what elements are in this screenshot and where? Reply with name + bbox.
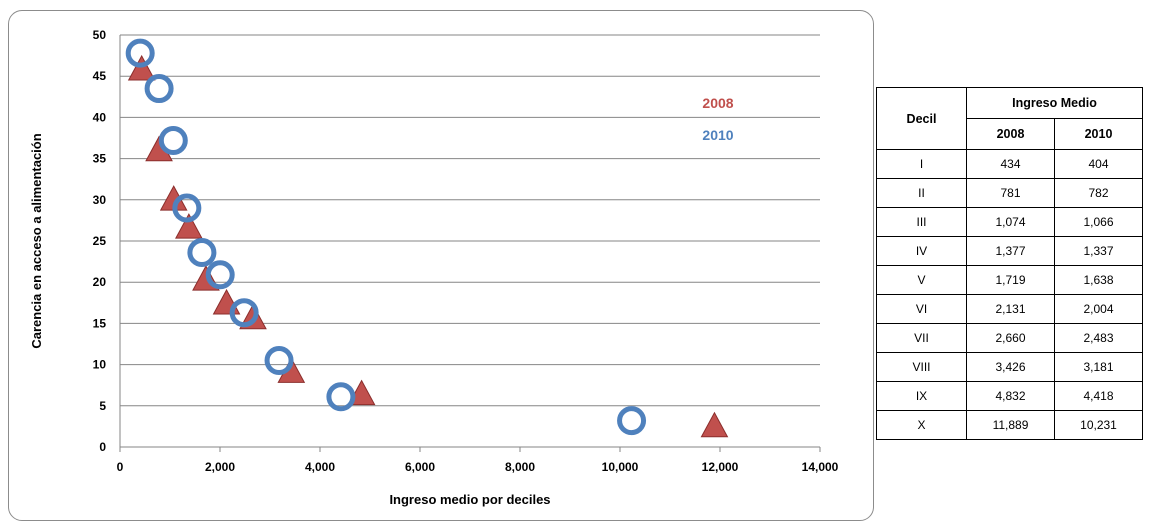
y-tick-label: 35 xyxy=(93,152,107,166)
table-row: IV 1,377 1,337 xyxy=(876,236,1143,266)
x-tick-label: 12,000 xyxy=(702,460,739,474)
decil-cell: III xyxy=(876,207,967,237)
x-tick-label: 8,000 xyxy=(505,460,535,474)
value-2008-cell: 4,832 xyxy=(966,381,1055,411)
data-point-2010 xyxy=(326,382,356,412)
x-tick-label: 4,000 xyxy=(305,460,335,474)
data-point-2010 xyxy=(172,193,202,223)
data-point-2010 xyxy=(158,125,188,155)
data-point-2010 xyxy=(125,38,155,68)
year-header-2008: 2008 xyxy=(966,118,1055,150)
data-point-2008 xyxy=(175,213,203,239)
value-2010-cell: 782 xyxy=(1054,178,1143,208)
data-point-2008 xyxy=(127,54,156,81)
y-tick-label: 20 xyxy=(93,275,107,289)
legend-label-2008: 2008 xyxy=(702,95,733,111)
y-tick-label: 15 xyxy=(93,316,107,330)
value-2010-cell: 3,181 xyxy=(1054,352,1143,382)
decil-cell: V xyxy=(876,265,967,295)
data-point-2008 xyxy=(700,411,729,438)
legend-label-2010: 2010 xyxy=(702,127,733,143)
value-2008-cell: 2,660 xyxy=(966,323,1055,353)
value-2010-cell: 10,231 xyxy=(1054,410,1143,440)
x-tick-label: 6,000 xyxy=(405,460,435,474)
x-tick-label: 2,000 xyxy=(205,460,235,474)
value-2010-cell: 2,004 xyxy=(1054,294,1143,324)
value-2008-cell: 434 xyxy=(966,149,1055,179)
scatter-chart: 0 5 10 15 20 25 30 35 40 45 50 0 2,000 4,000 6,000 8,00… xyxy=(29,28,839,507)
value-2008-cell: 1,377 xyxy=(966,236,1055,266)
year-header-2010: 2010 xyxy=(1054,118,1143,150)
value-2010-cell: 2,483 xyxy=(1054,323,1143,353)
decil-cell: IX xyxy=(876,381,967,411)
value-2008-cell: 1,074 xyxy=(966,207,1055,237)
y-tick-label: 30 xyxy=(93,193,107,207)
table-row: VII 2,660 2,483 xyxy=(876,323,1143,353)
value-2010-cell: 1,638 xyxy=(1054,265,1143,295)
value-2010-cell: 404 xyxy=(1054,149,1143,179)
table-body: I 434 404 II 781 782 III 1,074 1,066 IV 1,377 1,337… xyxy=(876,149,1143,440)
value-2008-cell: 11,889 xyxy=(966,410,1055,440)
data-point-2010 xyxy=(229,298,259,328)
chart-frame xyxy=(8,10,874,521)
data-point-2010 xyxy=(264,345,294,375)
table-row: IX 4,832 4,418 xyxy=(876,381,1143,411)
table-row: II 781 782 xyxy=(876,178,1143,208)
data-point-2010 xyxy=(205,260,235,290)
y-tick-label: 5 xyxy=(99,399,106,413)
value-2008-cell: 1,719 xyxy=(966,265,1055,295)
decil-cell: X xyxy=(876,410,967,440)
table-row: III 1,074 1,066 xyxy=(876,207,1143,237)
value-2008-cell: 3,426 xyxy=(966,352,1055,382)
x-axis-title: Ingreso medio por deciles xyxy=(389,492,550,507)
y-tick-label: 10 xyxy=(93,358,107,372)
decil-cell: IV xyxy=(876,236,967,266)
value-2010-cell: 1,337 xyxy=(1054,236,1143,266)
data-point-2010 xyxy=(187,238,217,268)
table-row: VI 2,131 2,004 xyxy=(876,294,1143,324)
y-tick-label: 0 xyxy=(99,440,106,454)
x-tick-label: 0 xyxy=(117,460,124,474)
x-tick-label: 14,000 xyxy=(802,460,839,474)
table-row: X 11,889 10,231 xyxy=(876,410,1143,440)
decil-header: Decil xyxy=(876,87,967,150)
decil-cell: VIII xyxy=(876,352,967,382)
data-point-2010 xyxy=(144,74,174,104)
decil-cell: II xyxy=(876,178,967,208)
y-tick-label: 40 xyxy=(93,110,107,124)
decil-cell: VII xyxy=(876,323,967,353)
table-row: VIII 3,426 3,181 xyxy=(876,352,1143,382)
value-2010-cell: 4,418 xyxy=(1054,381,1143,411)
value-2008-cell: 781 xyxy=(966,178,1055,208)
x-tick-label: 10,000 xyxy=(602,460,639,474)
decil-cell: VI xyxy=(876,294,967,324)
ingreso-header: Ingreso Medio xyxy=(966,87,1143,119)
income-table: Decil Ingreso Medio 2008 2010 I 434 404 II 7… xyxy=(876,87,1143,440)
y-tick-label: 45 xyxy=(93,69,107,83)
data-point-2010 xyxy=(617,406,647,436)
y-tick-label: 50 xyxy=(93,28,107,42)
table-row: I 434 404 xyxy=(876,149,1143,179)
decil-cell: I xyxy=(876,149,967,179)
y-axis-title: Carencia en acceso a alimentación xyxy=(29,133,44,348)
value-2010-cell: 1,066 xyxy=(1054,207,1143,237)
value-2008-cell: 2,131 xyxy=(966,294,1055,324)
y-tick-label: 25 xyxy=(93,234,107,248)
table-row: V 1,719 1,638 xyxy=(876,265,1143,295)
